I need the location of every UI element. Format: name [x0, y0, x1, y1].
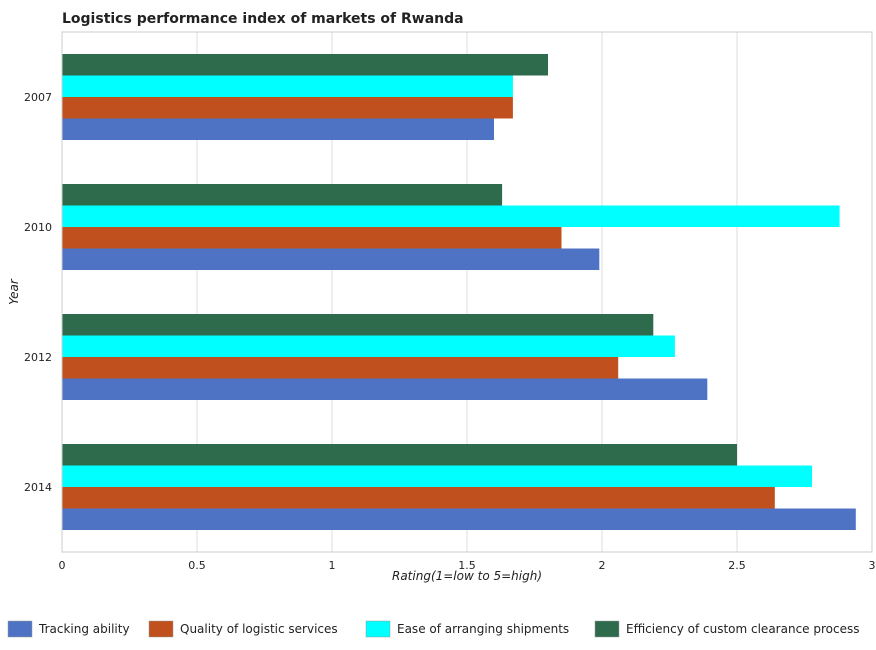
x-tick-label: 2	[599, 559, 606, 572]
x-tick-label: 1	[329, 559, 336, 572]
y-tick-label: 2010	[24, 221, 52, 234]
bar-tracking-ability-2007	[62, 118, 494, 140]
bar-quality-of-logistic-services-2014	[62, 487, 775, 509]
bar-tracking-ability-2014	[62, 508, 856, 530]
bar-efficiency-of-custom-clearance-process-2007	[62, 54, 548, 76]
bar-efficiency-of-custom-clearance-process-2014	[62, 444, 737, 466]
bar-quality-of-logistic-services-2007	[62, 97, 513, 119]
x-tick-label: 2.5	[728, 559, 746, 572]
legend-swatch	[365, 620, 391, 638]
bar-tracking-ability-2012	[62, 378, 708, 400]
legend-label: Quality of logistic services	[180, 622, 338, 636]
plot-frame	[61, 31, 873, 553]
bar-efficiency-of-custom-clearance-process-2010	[62, 184, 503, 206]
y-tick-label: 2012	[24, 351, 52, 364]
x-tick-label: 0.5	[188, 559, 206, 572]
bar-ease-of-arranging-shipments-2012	[62, 335, 675, 357]
legend-swatch	[7, 620, 33, 638]
bar-efficiency-of-custom-clearance-process-2012	[62, 314, 654, 336]
bar-ease-of-arranging-shipments-2010	[62, 205, 840, 227]
y-tick-label: 2007	[24, 91, 52, 104]
y-tick-label: 2014	[24, 481, 52, 494]
legend-label: Efficiency of custom clearance process	[626, 622, 859, 636]
x-tick-label: 3	[869, 559, 876, 572]
chart-title: Logistics performance index of markets o…	[62, 11, 464, 27]
x-axis-ticks: 0 0.5 1 1.5 2 2.5 3	[59, 559, 876, 572]
bar-tracking-ability-2010	[62, 248, 600, 270]
bars	[62, 54, 856, 530]
legend-label: Tracking ability	[38, 622, 130, 636]
legend-swatch	[148, 620, 174, 638]
bar-ease-of-arranging-shipments-2007	[62, 75, 513, 97]
y-axis-ticks: 2007 2010 2012 2014	[24, 91, 52, 494]
bar-quality-of-logistic-services-2012	[62, 357, 619, 379]
bar-ease-of-arranging-shipments-2014	[62, 465, 813, 487]
legend-label: Ease of arranging shipments	[397, 622, 569, 636]
y-axis-label: Year	[7, 278, 21, 305]
legend: Tracking ability Quality of logistic serv…	[7, 620, 859, 638]
bar-quality-of-logistic-services-2010	[62, 227, 562, 249]
x-axis-label: Rating(1=low to 5=high)	[392, 569, 542, 583]
x-tick-label: 1.5	[458, 559, 476, 572]
legend-swatch	[594, 620, 620, 638]
x-tick-label: 0	[59, 559, 66, 572]
